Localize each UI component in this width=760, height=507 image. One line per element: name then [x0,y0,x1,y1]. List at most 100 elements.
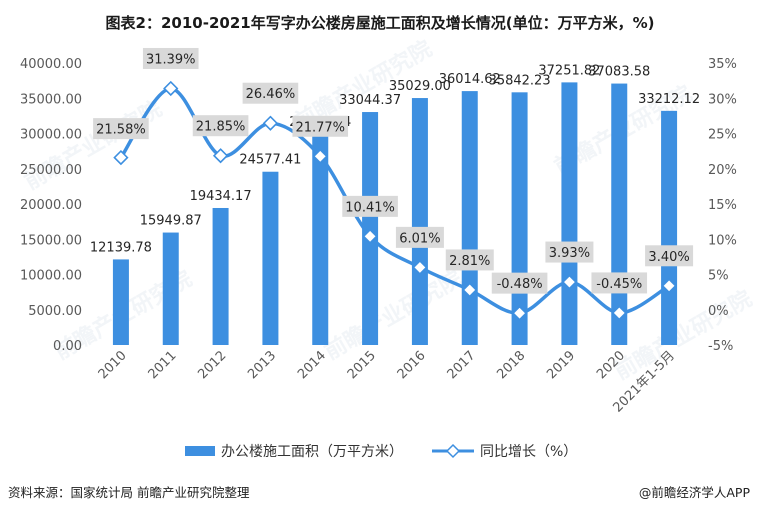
growth-label-box [591,272,648,294]
bar [112,259,129,345]
y-left-tick: 15000.00 [20,233,82,248]
y-right-tick: 5% [708,269,729,284]
growth-value-label: -0.45% [596,277,642,292]
growth-marker [561,274,578,290]
y-right-tick: 25% [708,128,737,143]
growth-value-label: 21.77% [295,120,345,135]
bar-value-label: 19434.17 [190,189,252,204]
growth-marker [113,149,129,166]
bar-value-label: 37083.58 [588,65,650,80]
y-left-tick: 25000.00 [20,163,82,178]
growth-value-label: -0.48% [497,277,543,292]
y-left-tick: 20000.00 [20,198,82,213]
bar [312,134,329,345]
growth-label-box [142,47,199,69]
bar-value-label: 37251.82 [538,63,600,78]
y-right-tick: 0% [708,304,729,319]
y-left-tick: 0.00 [53,339,82,354]
brand-credit: @前瞻经济学人APP [638,485,750,500]
growth-value-label: 21.85% [196,120,246,135]
y-right-tick: 10% [708,233,737,248]
x-tick: 2018 [494,348,528,382]
y-right-tick: 15% [708,198,737,213]
right-axis: -5% 0% 5% 10% 15% 20% 25% 30% 35% [708,57,737,354]
growth-label-box [491,272,548,294]
growth-value-label: 31.39% [146,52,196,67]
bar [162,232,179,345]
growth-marker [511,305,528,321]
legend-bar-swatch [185,446,215,456]
bar [262,171,279,345]
left-axis: 0.00 5000.00 10000.00 15000.00 20000.00 25000… [20,57,82,354]
growth-label-box [545,241,594,263]
growth-value-label: 3.40% [648,250,689,265]
growth-label-box [395,226,444,248]
x-axis: 2010 2011 2012 2013 2014 2015 2016 2017 2018 2019… [96,348,678,415]
growth-markers [113,80,677,321]
bar-value-label: 35842.23 [489,73,551,88]
legend: 办公楼施工面积（万平方米） 同比增长（%） [185,443,577,460]
watermark-text: 前瞻产业研究院 [20,96,166,196]
bar-labels: 12139.7815949.8719434.1724577.4129927.54… [90,63,700,255]
bar [411,98,428,345]
x-tick: 2012 [195,348,229,382]
growth-marker [163,80,179,97]
x-tick: 2016 [395,348,429,382]
growth-value-label: 10.41% [345,200,395,215]
bar-value-label: 24577.41 [239,153,301,168]
x-tick: 2011 [146,348,180,382]
x-tick: 2019 [544,348,578,382]
y-right-tick: 30% [708,92,737,107]
bar-value-label: 36014.62 [439,72,501,87]
bar-value-label: 15949.87 [140,214,202,229]
y-right-tick: 35% [708,57,737,72]
growth-value-label: 3.93% [549,246,590,261]
bar [661,110,678,345]
y-right-tick: 20% [708,163,737,178]
growth-labels: 21.58% 31.39% 21.85% 26.46% 21.77% 10.41% 6.01… [93,47,694,294]
bar-value-label: 33044.37 [339,93,401,108]
y-left-tick: 10000.00 [20,269,82,284]
growth-label-box [192,115,249,137]
growth-marker [611,305,627,321]
bar-value-label: 12139.78 [90,240,152,255]
y-right-tick: -5% [708,339,733,354]
growth-label-box [292,115,349,137]
bar [362,112,379,345]
x-tick: 2014 [295,348,329,382]
x-tick: 2010 [96,348,130,382]
y-left-tick: 35000.00 [20,92,82,107]
growth-value-label: 21.58% [96,123,146,138]
y-left-tick: 5000.00 [28,304,82,319]
growth-marker [212,148,229,164]
legend-marker-swatch [445,443,461,459]
growth-marker [362,228,378,244]
growth-value-label: 26.46% [246,87,296,102]
chart-title: 图表2：2010-2021年写字办公楼房屋施工面积及增长情况(单位：万平方米，%… [105,14,655,32]
growth-marker [661,278,677,294]
bar-value-label: 35029.00 [389,79,451,94]
growth-marker [262,115,279,131]
growth-marker [412,259,428,276]
x-tick: 2017 [445,348,479,382]
bar-value-label: 33212.12 [638,92,700,107]
source-note: 资料来源：国家统计局 前瞻产业研究院整理 [8,485,250,500]
growth-value-label: 6.01% [399,231,440,246]
legend-line-label: 同比增长（%） [480,444,577,460]
growth-marker [462,282,478,298]
legend-bar-label: 办公楼施工面积（万平方米） [221,444,403,460]
growth-label-box [93,118,149,140]
growth-label-box [645,245,694,267]
bar [461,91,478,346]
x-tick: 2013 [245,348,279,382]
growth-label-box [445,249,494,271]
bar [212,207,229,345]
growth-value-label: 2.81% [449,254,490,269]
bar [561,82,578,346]
growth-label-box [242,82,299,104]
y-left-tick: 40000.00 [20,57,82,72]
y-left-tick: 30000.00 [20,128,82,143]
growth-label-box [342,195,398,217]
watermark-text: 前瞻产业研究院 [610,286,756,386]
